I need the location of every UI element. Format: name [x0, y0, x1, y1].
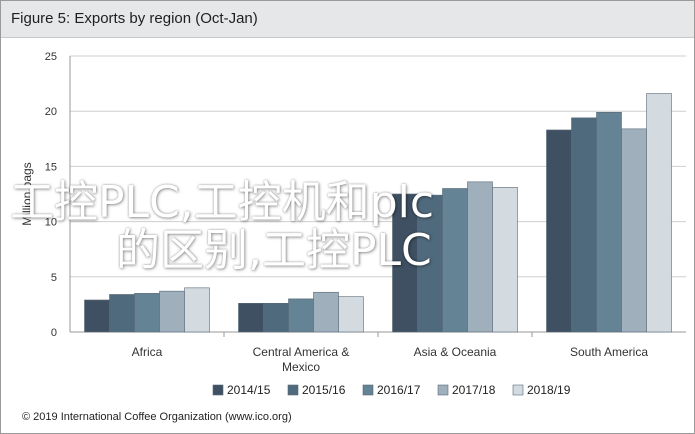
- bar-2017-18-1: [313, 291, 339, 333]
- y-tick-label: 15: [45, 161, 57, 173]
- y-tick-label: 0: [51, 327, 57, 339]
- x-tick-label: Asia & Oceania: [414, 345, 497, 359]
- x-tick-label: South America: [570, 345, 648, 359]
- y-tick-label: 5: [51, 272, 57, 284]
- y-axis-title: Million bags: [20, 162, 34, 225]
- copyright-footer: © 2019 International Coffee Organization…: [22, 411, 292, 423]
- bar-2015-16-3: [571, 117, 597, 333]
- bar-2016-17-3: [596, 112, 622, 333]
- bar-2015-16-0: [109, 294, 135, 333]
- y-tick-label: 20: [45, 106, 57, 118]
- bar-2014-15-2: [392, 193, 418, 333]
- bar-2015-16-2: [417, 194, 443, 333]
- legend-label-2015-16: 2015/16: [302, 383, 346, 397]
- y-tick-label: 25: [45, 51, 57, 63]
- bar-2017-18-0: [159, 290, 185, 333]
- bar-2016-17-2: [442, 188, 468, 333]
- bar-2017-18-3: [621, 128, 647, 333]
- x-tick-label: Africa: [132, 345, 163, 359]
- legend-label-2016-17: 2016/17: [377, 383, 421, 397]
- legend-label-2014-15: 2014/15: [227, 383, 271, 397]
- bar-2016-17-0: [134, 293, 160, 333]
- bar-2018-19-1: [338, 296, 364, 333]
- chart-title: Figure 5: Exports by region (Oct-Jan): [11, 10, 258, 27]
- x-tick-label: Mexico: [282, 360, 320, 374]
- legend-swatch-2018-19: [512, 384, 524, 396]
- legend-swatch-2017-18: [437, 384, 449, 396]
- legend-swatch-2016-17: [362, 384, 374, 396]
- legend-swatch-2015-16: [287, 384, 299, 396]
- bar-2014-15-1: [238, 302, 264, 333]
- bar-2018-19-0: [184, 287, 210, 333]
- bar-2015-16-1: [263, 302, 289, 333]
- legend-label-2018-19: 2018/19: [527, 383, 571, 397]
- bar-2014-15-3: [546, 129, 572, 333]
- bar-2018-19-2: [492, 187, 518, 333]
- bar-2014-15-0: [84, 299, 110, 333]
- y-tick-label: 10: [45, 217, 57, 229]
- title-bar: Figure 5: Exports by region (Oct-Jan): [1, 1, 694, 38]
- x-tick-label: Central America &: [253, 345, 350, 359]
- bar-2016-17-1: [288, 298, 314, 333]
- legend-label-2017-18: 2017/18: [452, 383, 496, 397]
- bar-2017-18-2: [467, 181, 493, 333]
- legend-swatch-2014-15: [212, 384, 224, 396]
- bar-2018-19-3: [646, 93, 672, 333]
